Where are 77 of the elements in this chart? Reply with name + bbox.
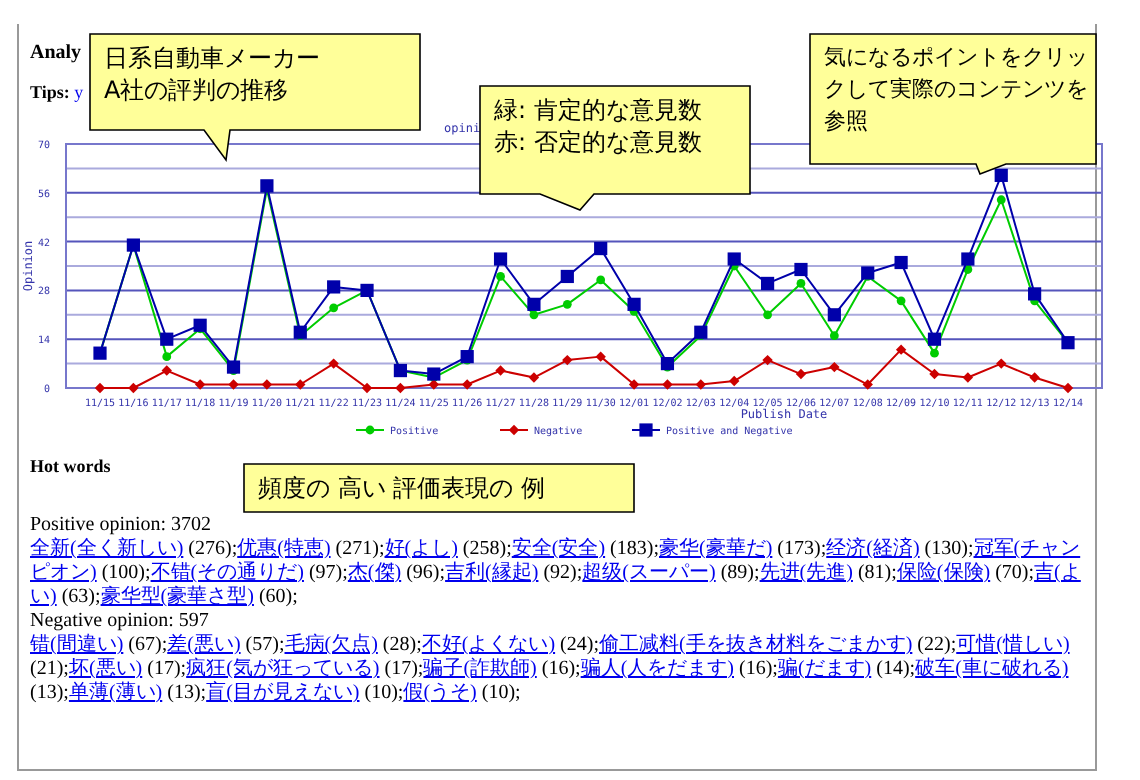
- text: 頻度の 高い 評価表現の 例: [258, 472, 547, 504]
- point: [994, 168, 1008, 182]
- point: [327, 280, 341, 294]
- point: [763, 310, 772, 320]
- point: [495, 365, 506, 376]
- point: [529, 310, 539, 320]
- point: [695, 379, 707, 390]
- text: Hot words: [30, 456, 111, 476]
- point: [996, 358, 1007, 369]
- point: [1062, 382, 1074, 394]
- point: [496, 272, 505, 281]
- point: [827, 308, 841, 322]
- point: [527, 297, 541, 311]
- point: [128, 382, 139, 394]
- point: [862, 379, 873, 390]
- point: [226, 360, 241, 374]
- point: [895, 344, 907, 355]
- point: [694, 325, 708, 339]
- point: [228, 379, 239, 390]
- point: [996, 195, 1006, 205]
- point: [929, 368, 940, 380]
- point: [329, 303, 339, 313]
- point: [961, 252, 975, 266]
- point: [161, 365, 172, 376]
- point: [962, 372, 974, 383]
- point: [595, 351, 606, 362]
- point: [1029, 372, 1040, 383]
- annotation: 赤: 否定的な意見数: [494, 126, 704, 158]
- point: [328, 358, 339, 369]
- point: [560, 269, 574, 284]
- point: [660, 357, 675, 371]
- point: [295, 379, 306, 390]
- text: 全新(全く新しい) (276);优惠(特恵) (271);好(よし) (258);安全(安全) (183);豪华(豪華だ) (173);经济(経済) (130);冠军(チャンピオン) (100);不错(その通りだ) (97);杰(傑) (96);吉利(縁起) (92);超级(スーパー) (89);先进(先進) (81);保险(保険) (70);吉(よい) (63);豪华型(豪華さ型) (60);: [30, 538, 1081, 608]
- point: [594, 241, 608, 256]
- point: [829, 331, 839, 341]
- point: [293, 325, 307, 339]
- text: Positive opinion: 3702: [30, 514, 214, 537]
- point: [794, 262, 808, 277]
- chart-title: Analy: [30, 42, 82, 64]
- text: 错(間違い) (67);差(悪い) (57);毛病(欠点) (28);不好(よくない) (24);偷工减料(手を抜き材料をごまかす) (22);可惜(惜しい) (21);坏(悪い) (17);疯狂(気が狂っている) (17);骗子(詐欺師) (16);骗人(人をだます) (16);骗(だます) (14);破车(車に破れる) (13);单薄(薄い) (13);盲(目が見えない) (10);假(うそ) (10);: [30, 634, 1070, 704]
- point: [762, 354, 773, 366]
- point: [596, 275, 606, 285]
- point: [460, 350, 474, 364]
- text: 日系自動車メーカーA社の評判の推移: [104, 42, 322, 106]
- point: [627, 297, 641, 311]
- point: [162, 352, 172, 362]
- point: [528, 372, 540, 383]
- text: 気になるポイントをクリックして実際のコンテンツを参照: [824, 42, 1090, 138]
- point: [261, 379, 273, 390]
- point: [760, 276, 775, 291]
- point: [361, 382, 373, 394]
- text: Tips: y: [30, 82, 85, 102]
- text: Negative opinion: 597: [30, 610, 211, 633]
- point: [796, 279, 806, 288]
- point: [562, 299, 572, 309]
- point: [829, 361, 840, 373]
- point: [1028, 287, 1042, 301]
- text: 緑: 肯定的な意見数: [494, 94, 704, 126]
- point: [795, 368, 807, 380]
- point: [894, 255, 908, 270]
- point: [729, 375, 740, 387]
- point: [395, 382, 406, 394]
- point: [628, 379, 640, 390]
- point: [896, 296, 906, 306]
- point: [727, 252, 741, 266]
- point: [930, 348, 939, 358]
- point: [493, 252, 508, 266]
- point: [662, 379, 673, 390]
- point: [927, 332, 942, 346]
- point: [160, 332, 174, 346]
- point: [193, 318, 207, 332]
- point: [260, 179, 274, 193]
- point: [461, 379, 473, 390]
- point: [861, 266, 875, 280]
- point: [562, 354, 573, 366]
- point: [427, 367, 441, 381]
- point: [194, 379, 206, 390]
